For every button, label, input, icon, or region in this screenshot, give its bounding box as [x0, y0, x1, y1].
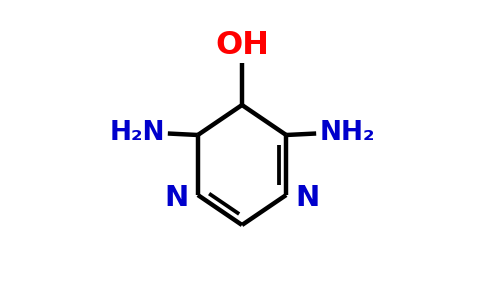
Text: N: N: [295, 184, 319, 212]
Text: N: N: [165, 184, 189, 212]
Text: NH₂: NH₂: [319, 121, 375, 146]
Text: OH: OH: [215, 31, 269, 62]
Text: H₂N: H₂N: [109, 121, 165, 146]
